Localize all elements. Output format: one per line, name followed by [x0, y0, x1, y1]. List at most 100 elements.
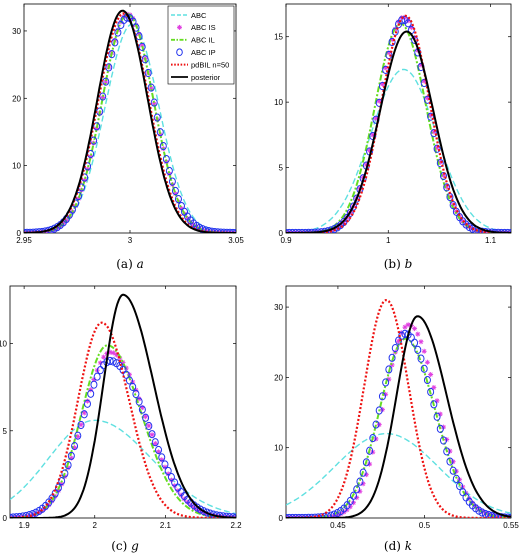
x-tick-label: 1: [386, 236, 391, 245]
data-point: [68, 455, 74, 461]
data-point: [443, 183, 451, 192]
data-point: [346, 208, 354, 217]
y-tick-label: 20: [274, 373, 283, 382]
y-tick-label: 10: [274, 444, 283, 453]
data-point: [91, 376, 97, 382]
data-point: [159, 457, 165, 463]
data-point: [378, 392, 386, 401]
data-point: [151, 101, 157, 107]
data-point: [389, 37, 395, 43]
data-point: [389, 362, 395, 368]
data-point: [362, 458, 370, 467]
data-point: [356, 477, 364, 486]
data-point: [78, 422, 84, 428]
y-tick-label: 10: [274, 98, 283, 107]
data-point: [114, 28, 122, 37]
data-point: [386, 376, 392, 382]
series-line-abc-il: [286, 22, 511, 233]
data-point: [136, 31, 142, 37]
data-point: [414, 345, 422, 354]
data-point: [139, 405, 145, 411]
data-point: [353, 194, 361, 203]
panel-g: 1.9 2 2.1 2.2 0 5 10 (c) g: [0, 285, 242, 553]
data-point: [145, 421, 153, 431]
data-point: [468, 224, 476, 233]
data-point: [350, 491, 357, 500]
data-point: [107, 349, 113, 355]
data-point: [375, 406, 383, 415]
data-point: [200, 507, 208, 516]
data-point: [159, 142, 167, 151]
data-point: [97, 360, 103, 366]
data-point: [84, 398, 90, 404]
y-tick-label: 5: [3, 427, 8, 436]
data-point: [76, 196, 82, 202]
series-line-posterior: [10, 293, 236, 518]
data-point: [114, 352, 120, 358]
legend-swatch: [177, 24, 182, 30]
data-point: [155, 445, 163, 455]
data-point: [203, 508, 211, 517]
data-point: [402, 324, 408, 330]
series-line-posterior: [24, 9, 236, 233]
data-point: [138, 405, 146, 414]
data-point: [136, 396, 142, 402]
data-point: [385, 365, 393, 374]
data-point: [383, 65, 389, 71]
data-point: [363, 162, 369, 168]
data-point: [90, 380, 98, 389]
data-point: [59, 481, 65, 487]
data-point: [90, 136, 98, 145]
data-point: [485, 510, 492, 518]
y-tick-label: 0: [3, 514, 8, 523]
y-tick-label: 0: [279, 229, 284, 238]
data-point: [161, 460, 169, 469]
x-tick-label: 2: [93, 521, 98, 530]
data-point: [110, 350, 116, 356]
data-point: [162, 154, 170, 164]
data-point: [25, 511, 33, 518]
series-line-pdbil-n-50: [286, 298, 511, 518]
axes-frame: [285, 285, 512, 519]
y-tick-label: 20: [12, 94, 21, 103]
data-point: [135, 32, 143, 41]
data-point: [433, 144, 441, 153]
legend: ABC ABC IS ABC IL ABC IP pdBIL n=50 posterior: [167, 5, 235, 85]
series-line-pdbil-n-50: [286, 14, 511, 233]
data-point: [433, 412, 441, 421]
panel-k: 0.45 0.5 0.55 0 10 20 30 (d) k: [274, 285, 519, 553]
data-point: [103, 79, 109, 85]
data-point: [111, 38, 119, 47]
data-point: [327, 511, 335, 518]
data-point: [379, 81, 385, 87]
x-tick-label: 0.9: [280, 236, 292, 245]
panel-b: 0.9 1 1.1 0 5 10 15 (b) b: [274, 3, 512, 271]
data-point: [101, 354, 107, 360]
data-point: [165, 471, 171, 477]
data-point: [75, 433, 81, 439]
data-point: [146, 423, 152, 429]
legend-label: pdBIL n=50: [191, 60, 229, 69]
data-point: [376, 98, 382, 104]
data-point: [440, 436, 447, 445]
x-tick-label: 0.55: [503, 521, 519, 530]
axes-frame: [285, 3, 512, 234]
data-point: [411, 338, 419, 347]
data-point: [150, 98, 158, 107]
y-tick-label: 0: [17, 229, 22, 238]
data-point: [434, 145, 440, 151]
data-point: [431, 129, 437, 135]
series-line-pdbil-n-50: [10, 321, 236, 518]
data-point: [412, 326, 418, 332]
data-point: [83, 399, 91, 408]
data-point: [430, 129, 438, 138]
data-point: [420, 364, 428, 373]
data-point: [148, 85, 154, 91]
data-point: [165, 166, 173, 176]
data-point: [162, 464, 168, 470]
series-line-abc-is: [286, 322, 511, 518]
data-point: [382, 378, 390, 387]
data-point: [321, 512, 329, 518]
y-tick-label: 30: [274, 303, 283, 312]
